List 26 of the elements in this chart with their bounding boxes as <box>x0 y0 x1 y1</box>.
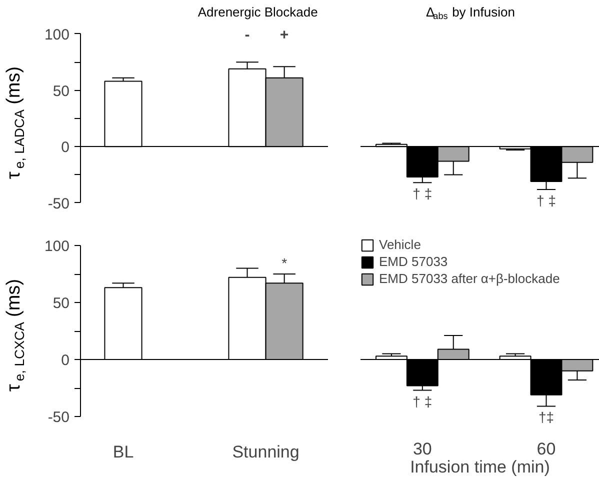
x-axis-title: Infusion time (min) <box>410 458 550 476</box>
series-label: - <box>244 26 250 44</box>
y-tick-label: -50 <box>48 195 70 212</box>
data-label: * <box>282 255 288 271</box>
legend-label: Vehicle <box>379 237 421 252</box>
y-tick-label: 0 <box>61 352 70 369</box>
x-tick-label: 60 <box>536 440 556 458</box>
x-tick-label: BL <box>112 442 134 462</box>
data-label: †‡ <box>538 409 554 426</box>
y-tick-label: 50 <box>52 82 70 100</box>
data-label: † ‡ <box>536 192 556 208</box>
x-tick-label: Stunning <box>232 442 300 462</box>
y-axis-title: τe, LADCA (ms) <box>4 66 28 180</box>
legend-label: EMD 57033 <box>379 254 448 269</box>
y-tick-label: 50 <box>52 295 70 312</box>
y-axis-title: τe, LCXCA (ms) <box>4 278 28 392</box>
data-label: † ‡ <box>412 393 432 410</box>
chart-title: Adrenergic Blockade <box>198 4 318 20</box>
y-tick-label: -50 <box>48 409 70 426</box>
y-tick-label: 100 <box>44 238 70 255</box>
data-label: † ‡ <box>412 186 432 202</box>
y-tick-label: 0 <box>61 139 70 156</box>
legend-label: EMD 57033 after α+β-blockade <box>379 271 560 286</box>
text: + <box>280 26 289 44</box>
y-tick-label: 100 <box>44 26 70 44</box>
x-tick-label: 30 <box>412 440 432 458</box>
